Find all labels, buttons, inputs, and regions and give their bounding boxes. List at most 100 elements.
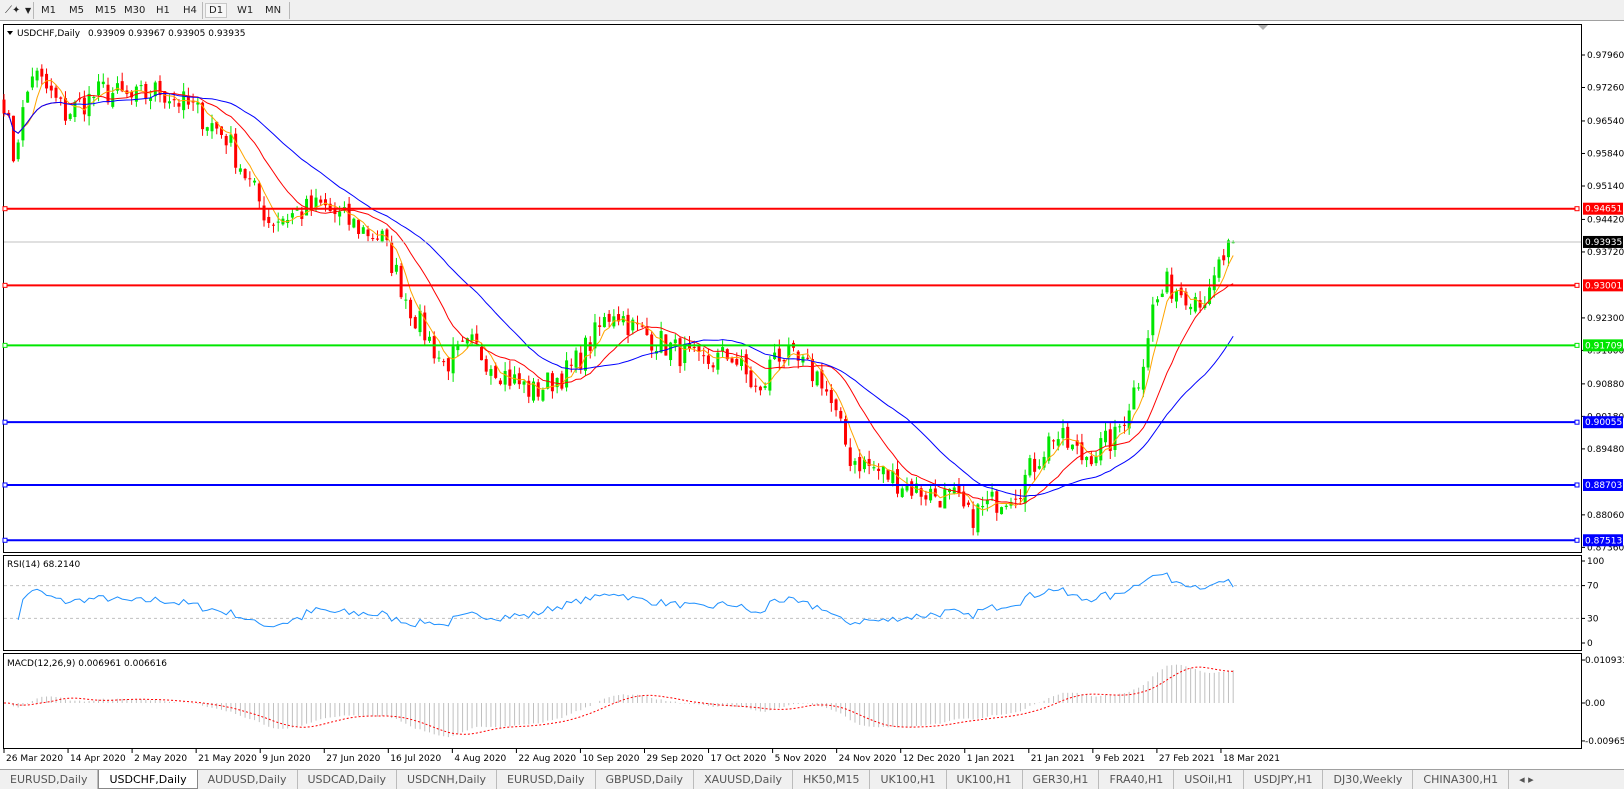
level-line-0.90055[interactable]: 0.90055 bbox=[2, 416, 1623, 429]
chart-tab[interactable]: EURUSD,Daily bbox=[497, 770, 596, 789]
candle bbox=[115, 76, 119, 94]
candle-body bbox=[446, 358, 450, 372]
timeframe-w1[interactable]: W1 bbox=[237, 5, 254, 16]
dropdown-arrow-icon[interactable]: ▼ bbox=[25, 6, 32, 15]
candle-body bbox=[479, 346, 483, 361]
candle bbox=[253, 177, 257, 186]
candle bbox=[1042, 451, 1046, 471]
candle bbox=[290, 208, 294, 225]
chart-tab[interactable]: UK100,H1 bbox=[947, 770, 1023, 789]
candle-body bbox=[565, 360, 569, 388]
price-tick-label: 0.89480 bbox=[1587, 445, 1624, 455]
chart-tab[interactable]: EURUSD,Daily bbox=[0, 770, 99, 789]
timeframe-mn[interactable]: MN bbox=[265, 5, 282, 16]
level-handle[interactable] bbox=[2, 206, 8, 212]
timeframe-m15[interactable]: M15 bbox=[95, 5, 117, 16]
candle bbox=[886, 469, 890, 483]
chart-tab[interactable]: USDCAD,Daily bbox=[298, 770, 398, 789]
level-line-0.94651[interactable]: 0.94651 bbox=[2, 202, 1623, 215]
chart-tab[interactable]: GBPUSD,Daily bbox=[596, 770, 695, 789]
candle-body bbox=[796, 351, 800, 361]
level-handle[interactable] bbox=[2, 419, 8, 425]
chart-tab[interactable]: UK100,H1 bbox=[870, 770, 947, 789]
level-handle[interactable] bbox=[2, 342, 8, 348]
candle bbox=[877, 463, 881, 480]
level-handle[interactable] bbox=[2, 282, 8, 288]
candle bbox=[158, 75, 162, 103]
chart-tab[interactable]: DJ30,Weekly bbox=[1323, 770, 1414, 789]
chart-tab[interactable]: CHINA300,H1 bbox=[1413, 770, 1510, 789]
chart-tab[interactable]: USDCNH,Daily bbox=[397, 770, 498, 789]
candle bbox=[21, 99, 25, 147]
candle-body bbox=[423, 312, 427, 341]
candle-body bbox=[333, 208, 337, 215]
level-handle[interactable] bbox=[1574, 206, 1580, 212]
collapse-triangle-icon[interactable] bbox=[7, 31, 13, 35]
candle bbox=[536, 378, 540, 401]
current-price-label: 0.93935 bbox=[1585, 238, 1622, 248]
timeframe-m1[interactable]: M1 bbox=[41, 5, 56, 16]
candle-body bbox=[1047, 436, 1051, 461]
candle-body bbox=[418, 310, 422, 333]
candle bbox=[73, 100, 77, 123]
macd-panel-frame bbox=[3, 653, 1582, 749]
candle bbox=[721, 340, 725, 357]
candle bbox=[380, 228, 384, 243]
level-handle[interactable] bbox=[2, 537, 8, 543]
price-chart[interactable]: USDCHF,Daily 0.93909 0.93967 0.93905 0.9… bbox=[0, 21, 1624, 769]
line-tool-icon[interactable]: ⟋✦ bbox=[5, 5, 21, 16]
chart-tab[interactable]: GER30,H1 bbox=[1023, 770, 1100, 789]
candle-body bbox=[1061, 428, 1065, 439]
candle bbox=[962, 485, 966, 509]
chart-tab[interactable]: XAUUSD,Daily bbox=[694, 770, 794, 789]
level-handle[interactable] bbox=[1574, 537, 1580, 543]
candle-body bbox=[404, 299, 408, 301]
candle-body bbox=[54, 87, 58, 98]
candle-body bbox=[271, 224, 275, 226]
level-handle[interactable] bbox=[1574, 282, 1580, 288]
candle bbox=[134, 84, 138, 107]
chart-tab[interactable]: USOil,H1 bbox=[1174, 770, 1244, 789]
timeframe-d1[interactable]: D1 bbox=[205, 3, 228, 18]
chart-tab[interactable]: AUDUSD,Daily bbox=[198, 770, 298, 789]
candle bbox=[985, 490, 989, 512]
candle-body bbox=[598, 325, 602, 327]
timeframe-m30[interactable]: M30 bbox=[124, 5, 146, 16]
level-handle[interactable] bbox=[1574, 342, 1580, 348]
timeframe-m5[interactable]: M5 bbox=[69, 5, 84, 16]
chart-tab[interactable]: FRA40,H1 bbox=[1099, 770, 1175, 789]
level-handle[interactable] bbox=[1574, 419, 1580, 425]
price-tick-label: 0.88060 bbox=[1587, 511, 1624, 521]
level-line-0.87513[interactable]: 0.87513 bbox=[2, 534, 1623, 547]
candle-body bbox=[1104, 430, 1108, 443]
candle-body bbox=[111, 93, 115, 107]
candle-body bbox=[631, 319, 635, 331]
candle bbox=[489, 365, 493, 385]
shift-marker-icon[interactable] bbox=[1258, 25, 1268, 30]
level-handle[interactable] bbox=[1574, 482, 1580, 488]
timeframe-h1[interactable]: H1 bbox=[156, 5, 170, 16]
macd-label: MACD(12,26,9) 0.006961 0.006616 bbox=[7, 659, 167, 669]
chart-tab[interactable]: USDCHF,Daily bbox=[98, 770, 198, 789]
chart-tab[interactable]: USDJPY,H1 bbox=[1244, 770, 1324, 789]
level-handle[interactable] bbox=[2, 482, 8, 488]
candle bbox=[626, 308, 630, 344]
candle-body bbox=[153, 82, 157, 97]
level-line-0.91709[interactable]: 0.91709 bbox=[2, 339, 1623, 352]
candle bbox=[853, 458, 857, 474]
candle bbox=[550, 370, 554, 399]
level-line-0.88703[interactable]: 0.88703 bbox=[2, 478, 1623, 491]
chart-tab[interactable]: HK50,M15 bbox=[793, 770, 871, 789]
candle-body bbox=[257, 183, 261, 202]
candle-body bbox=[399, 265, 403, 298]
horizontal-levels[interactable]: 0.93935 0.94651 0.93001 0.91709 0.90055 0.887… bbox=[2, 202, 1623, 547]
candle bbox=[201, 101, 205, 136]
tab-scroll-arrows-icon[interactable]: ◂ ▸ bbox=[1519, 773, 1534, 786]
timeframe-h4[interactable]: H4 bbox=[183, 5, 197, 16]
candle bbox=[711, 362, 715, 373]
candle bbox=[1222, 248, 1226, 266]
candle-body bbox=[101, 81, 105, 85]
candle-body bbox=[1037, 466, 1041, 469]
level-line-0.93001[interactable]: 0.93001 bbox=[2, 279, 1623, 292]
candle bbox=[1037, 459, 1041, 470]
